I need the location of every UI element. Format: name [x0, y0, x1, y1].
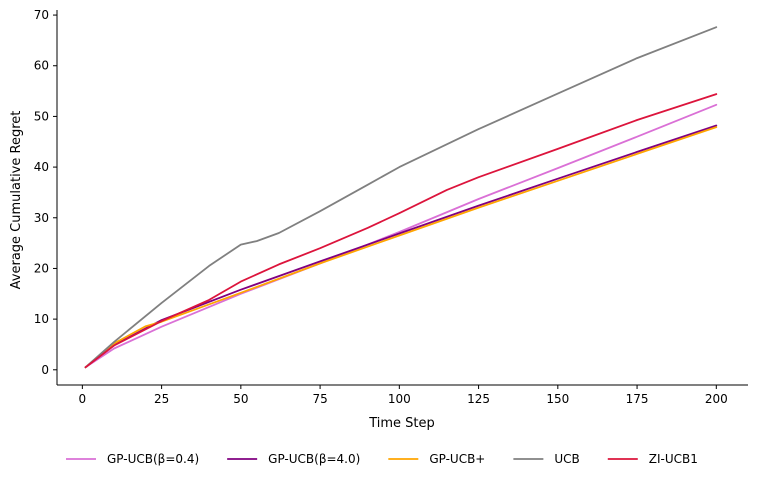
series-line-2	[84, 126, 718, 369]
x-axis-label: Time Step	[368, 416, 435, 431]
y-tick-label: 30	[34, 211, 49, 225]
x-tick-label: 175	[626, 392, 649, 406]
series-line-3	[84, 26, 718, 369]
y-tick-label: 70	[34, 8, 49, 22]
x-tick-label: 200	[705, 392, 728, 406]
legend-label: UCB	[554, 452, 579, 466]
y-tick-label: 50	[34, 109, 49, 123]
series-layer	[84, 26, 718, 369]
legend-label: ZI-UCB1	[649, 452, 698, 466]
legend-item: UCB	[513, 452, 580, 466]
legend-label: GP-UCB(β=4.0)	[268, 452, 360, 466]
y-tick-label: 0	[41, 363, 49, 377]
x-tick-label: 75	[312, 392, 327, 406]
x-tick-label: 125	[467, 392, 490, 406]
legend-item: GP-UCB(β=0.4)	[66, 452, 199, 466]
x-tick-label: 100	[388, 392, 411, 406]
legend: GP-UCB(β=0.4) GP-UCB(β=4.0) GP-UCB+ UCB ZI-U…	[66, 452, 698, 466]
series-line-1	[84, 124, 718, 369]
y-tick-label: 60	[34, 59, 49, 73]
x-tick-label: 150	[546, 392, 569, 406]
series-line-4	[84, 93, 718, 369]
y-tick-label: 40	[34, 160, 49, 174]
series-line-0	[84, 103, 718, 369]
x-tick-label: 0	[79, 392, 87, 406]
x-tick-label: 25	[154, 392, 169, 406]
legend-item: ZI-UCB1	[607, 452, 698, 466]
y-tick-label: 20	[34, 261, 49, 275]
legend-item: GP-UCB(β=4.0)	[227, 452, 360, 466]
legend-label: GP-UCB(β=0.4)	[107, 452, 199, 466]
axes-layer: 0 25 50 75 100 125 150 175 200 0 10 20 30 40 50 60 70	[34, 8, 748, 406]
y-axis-label: Average Cumulative Regret	[9, 111, 24, 290]
legend-label: GP-UCB+	[429, 452, 485, 466]
legend-item: GP-UCB+	[388, 452, 485, 466]
y-tick-label: 10	[34, 312, 49, 326]
x-tick-label: 50	[233, 392, 248, 406]
